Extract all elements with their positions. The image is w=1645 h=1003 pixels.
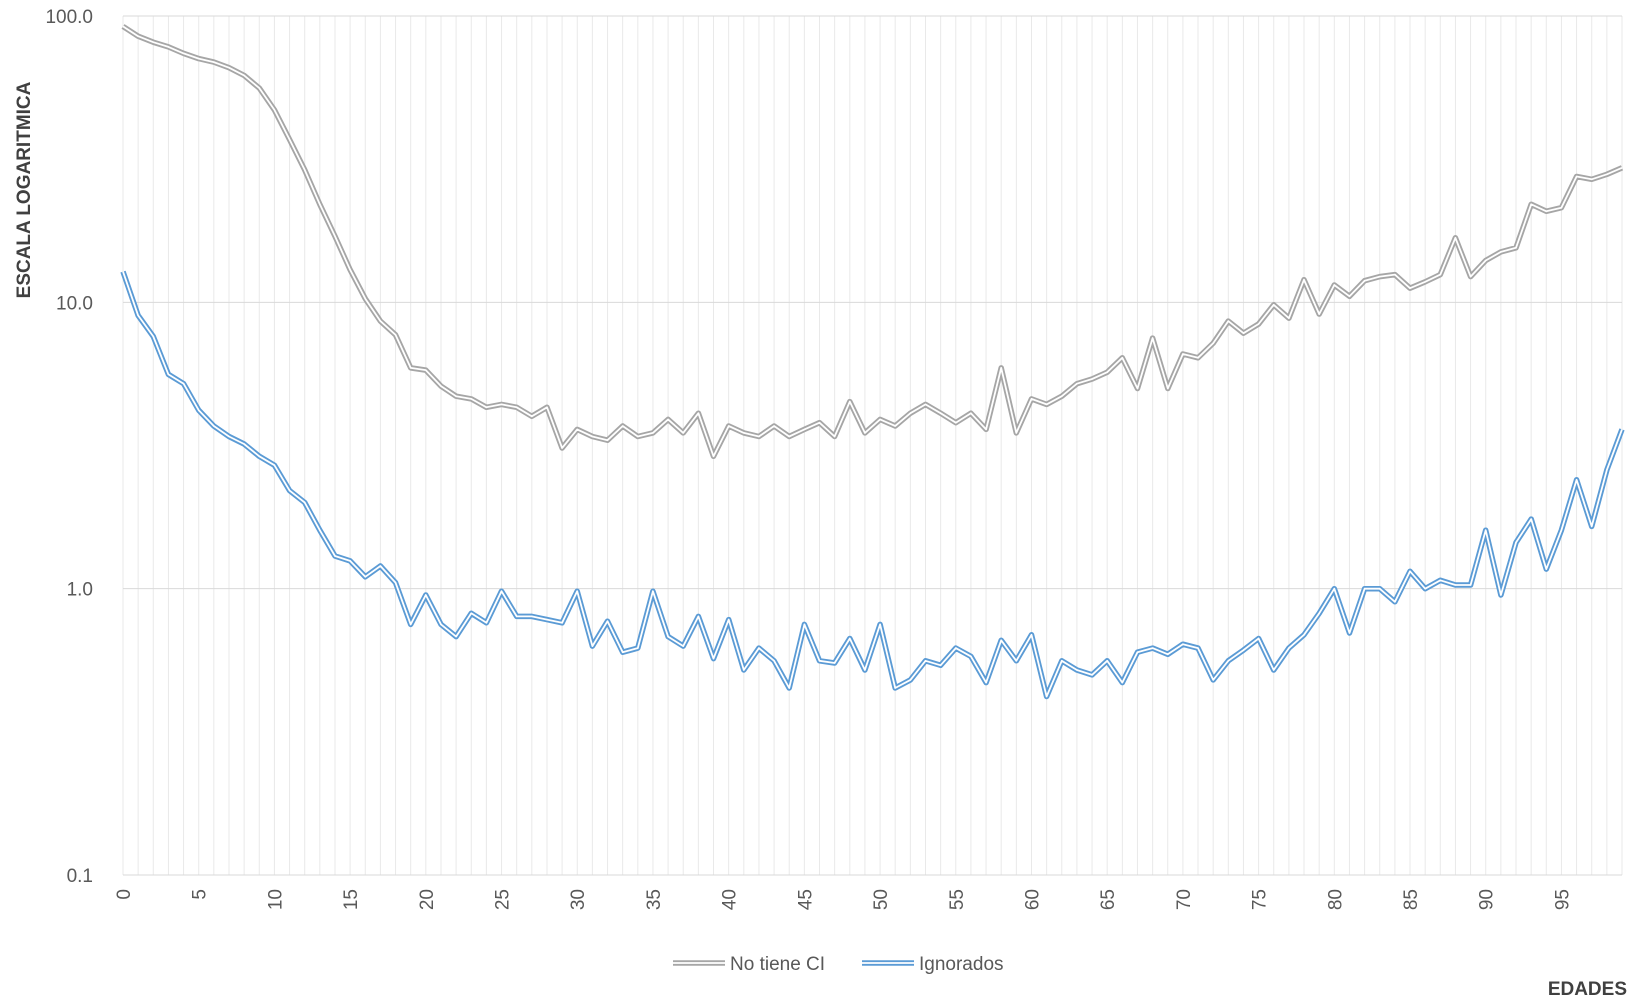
- x-tick-label: 50: [871, 889, 892, 910]
- series-line-inner: [122, 271, 1623, 698]
- x-tick-label: 25: [493, 889, 514, 910]
- legend-item: Ignorados: [862, 954, 1004, 975]
- legend-label: No tiene CI: [730, 954, 825, 975]
- x-tick-label: 20: [417, 889, 438, 910]
- legend-label: Ignorados: [919, 954, 1004, 975]
- x-tick-label: 60: [1022, 889, 1043, 910]
- x-tick-label: 10: [265, 889, 286, 910]
- x-tick-label: 85: [1401, 889, 1422, 910]
- grid: [122, 15, 1623, 876]
- series-lines: [120, 24, 1625, 700]
- series-line-outer: [121, 24, 1624, 460]
- series-ignorados: [120, 270, 1625, 700]
- series-line-inner: [122, 25, 1623, 458]
- x-tick-label: 75: [1250, 889, 1271, 910]
- series-line-outer: [120, 270, 1625, 700]
- x-tick-label: 80: [1325, 889, 1346, 910]
- x-tick-label: 95: [1552, 889, 1573, 910]
- legend-item: No tiene CI: [673, 954, 825, 975]
- legend: No tiene CI Ignorados: [673, 954, 1004, 975]
- x-tick-label: 35: [644, 889, 665, 910]
- y-tick-label: 10.0: [56, 293, 93, 314]
- y-axis-ticks: 0.1 1.0 10.0 100.0: [45, 7, 93, 887]
- y-tick-label: 1.0: [67, 580, 93, 601]
- x-tick-label: 0: [114, 889, 135, 900]
- x-tick-label: 15: [341, 889, 362, 910]
- x-tick-label: 70: [1174, 889, 1195, 910]
- x-tick-label: 55: [947, 889, 968, 910]
- x-tick-label: 45: [795, 889, 816, 910]
- x-tick-label: 65: [1098, 889, 1119, 910]
- series-no-tiene-ci: [121, 24, 1624, 460]
- y-axis-title: ESCALA LOGARITMICA: [14, 81, 35, 298]
- x-axis-ticks: 0 5 10 15 20 25 30 35 40 45 50 55 60 65 70 75 80 85 90 95: [114, 889, 1573, 910]
- x-tick-label: 40: [720, 889, 741, 910]
- y-tick-label: 100.0: [45, 7, 93, 28]
- x-tick-label: 30: [568, 889, 589, 910]
- x-tick-label: 90: [1477, 889, 1498, 910]
- x-axis-title: EDADES: [1548, 979, 1627, 1000]
- y-tick-label: 0.1: [67, 866, 93, 887]
- x-tick-label: 5: [190, 889, 211, 900]
